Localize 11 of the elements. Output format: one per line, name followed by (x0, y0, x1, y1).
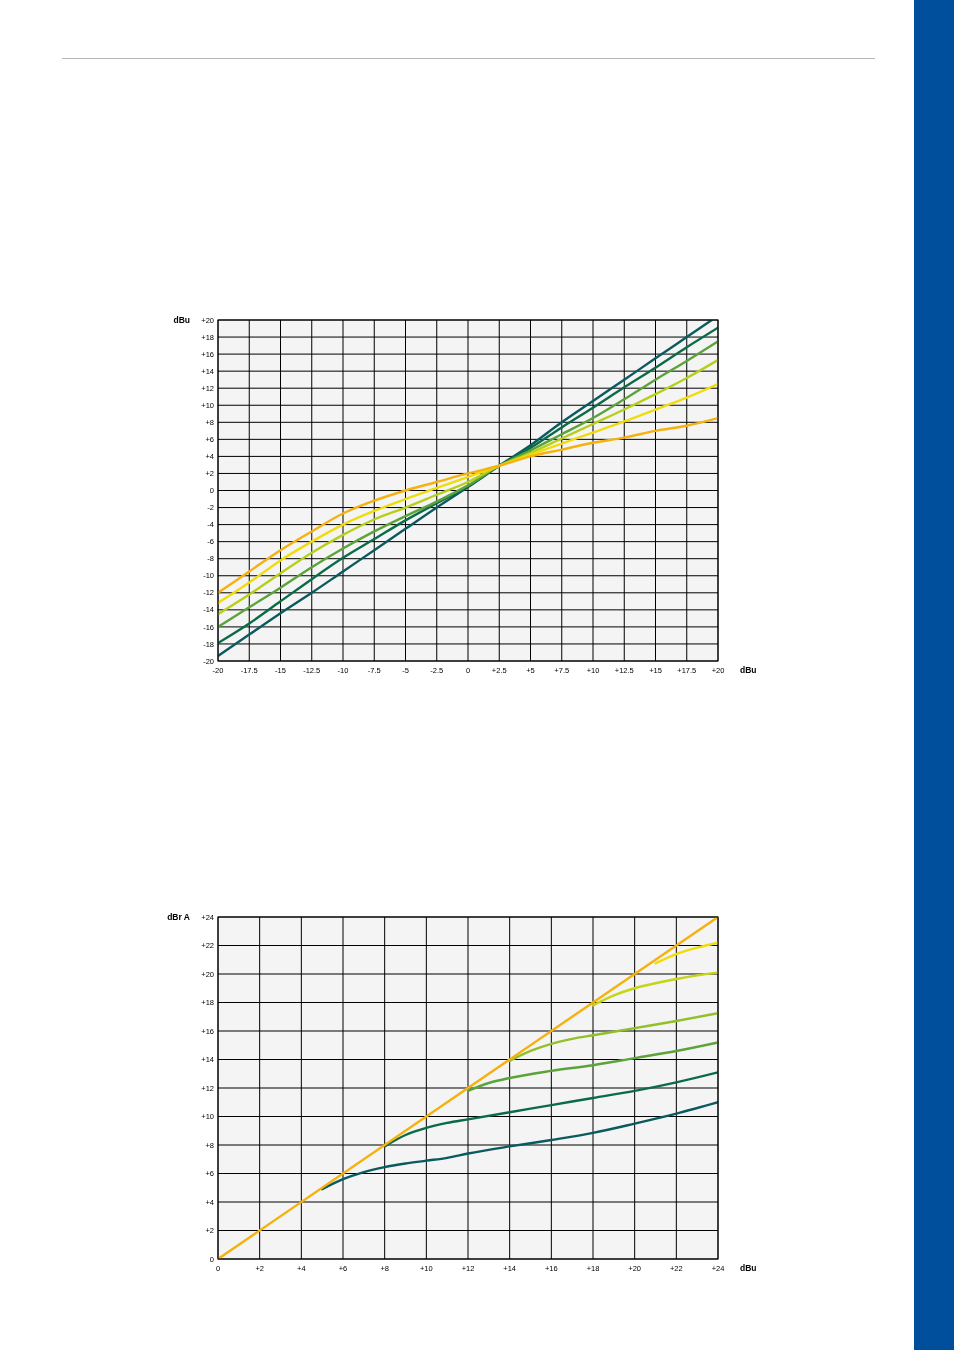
line-series (320, 1101, 718, 1191)
line-series (654, 941, 718, 965)
y-axis-title: dBu (173, 315, 190, 325)
line-series (508, 1011, 718, 1063)
y-axis-title: dBr A (167, 912, 190, 922)
line-series (591, 971, 718, 1007)
line-series (218, 416, 718, 594)
line-series (383, 1071, 718, 1148)
x-axis-title: dBu (740, 1263, 757, 1273)
line-series (466, 1041, 718, 1093)
x-axis-title: dBu (740, 665, 757, 675)
